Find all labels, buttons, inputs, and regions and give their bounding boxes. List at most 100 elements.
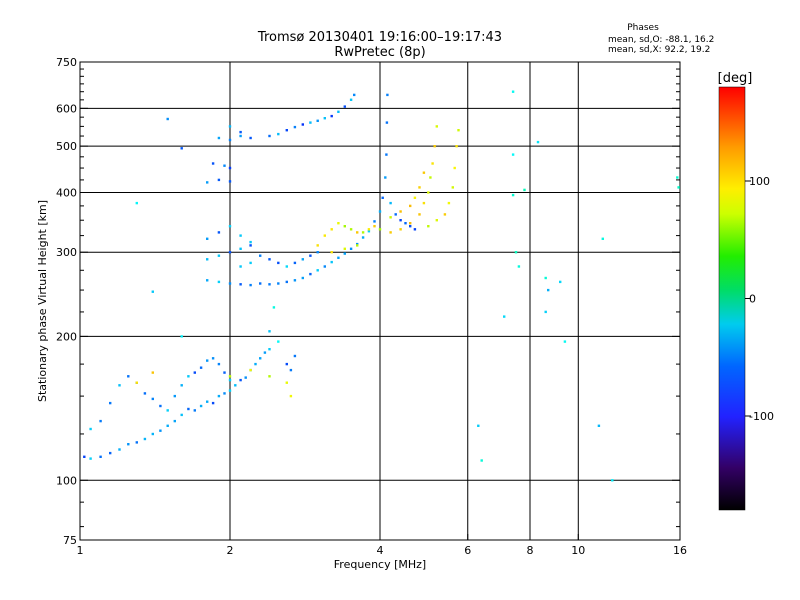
data-point xyxy=(228,378,232,382)
y-tick-label: 500 xyxy=(56,140,77,153)
data-point xyxy=(109,401,112,405)
data-point xyxy=(381,196,384,199)
data-point xyxy=(349,228,353,231)
data-point xyxy=(206,237,209,240)
data-point xyxy=(159,429,162,432)
data-point xyxy=(118,384,121,387)
data-point xyxy=(330,114,333,118)
data-point xyxy=(206,279,209,282)
data-point xyxy=(677,186,680,189)
data-point xyxy=(285,129,288,132)
data-point xyxy=(384,176,387,179)
data-point xyxy=(268,134,271,138)
data-point xyxy=(457,129,460,132)
data-point xyxy=(378,228,382,231)
data-point xyxy=(180,384,183,387)
data-point xyxy=(239,134,242,138)
data-point xyxy=(254,362,257,366)
data-point xyxy=(89,427,92,431)
y-tick-label: 100 xyxy=(56,474,77,487)
data-point xyxy=(228,180,232,183)
data-point xyxy=(249,283,252,287)
data-point xyxy=(143,437,147,441)
colorbar-ticks: 100 0 -100 xyxy=(745,175,774,423)
grid-lines xyxy=(80,62,680,540)
data-point xyxy=(277,261,280,265)
data-point xyxy=(289,368,293,372)
data-point xyxy=(180,413,183,417)
data-point xyxy=(223,392,226,395)
data-point xyxy=(601,237,604,240)
data-points xyxy=(83,90,680,482)
data-point xyxy=(409,225,412,228)
data-point xyxy=(409,204,412,208)
data-point xyxy=(249,368,252,372)
data-point xyxy=(559,280,562,284)
data-point xyxy=(217,231,221,234)
data-point xyxy=(455,145,458,148)
data-point xyxy=(223,164,226,167)
data-point xyxy=(547,288,550,292)
data-point xyxy=(343,252,346,255)
data-point xyxy=(228,225,232,228)
data-point xyxy=(514,251,518,254)
data-point xyxy=(180,147,183,150)
data-point xyxy=(272,306,276,309)
data-point xyxy=(135,381,138,384)
info-line-o: mean, sd,O: -88.1, 16.2 xyxy=(608,35,714,45)
data-point xyxy=(517,265,521,268)
x-tick-label: 2 xyxy=(227,544,234,557)
x-tick-label: 16 xyxy=(673,544,687,557)
data-point xyxy=(239,234,242,237)
data-point xyxy=(263,351,267,354)
data-point xyxy=(356,244,359,247)
data-point xyxy=(239,265,242,268)
data-point xyxy=(249,244,252,247)
data-point xyxy=(523,188,526,192)
data-point xyxy=(433,145,436,148)
x-tick-label: 4 xyxy=(377,544,384,557)
data-point xyxy=(385,153,388,156)
data-point xyxy=(563,340,567,343)
data-point xyxy=(323,265,326,268)
data-point xyxy=(427,191,430,194)
data-point xyxy=(418,186,421,189)
x-tick-label: 1 xyxy=(77,544,84,557)
y-tick-label: 400 xyxy=(56,186,77,199)
data-point xyxy=(323,234,326,237)
data-point xyxy=(435,219,438,222)
data-point xyxy=(234,384,237,387)
data-point xyxy=(404,222,407,225)
data-point xyxy=(206,359,209,362)
data-point xyxy=(135,201,138,205)
data-point xyxy=(511,193,515,197)
data-point xyxy=(285,381,288,384)
data-point xyxy=(389,231,392,234)
data-point xyxy=(211,162,215,165)
data-point xyxy=(187,407,190,411)
data-point xyxy=(480,459,483,462)
data-point xyxy=(187,375,190,378)
data-point xyxy=(443,213,447,216)
data-point xyxy=(217,254,221,257)
data-point xyxy=(597,424,601,427)
data-point xyxy=(349,98,353,101)
data-point xyxy=(228,251,232,254)
data-point xyxy=(217,394,221,398)
x-tick-label: 8 xyxy=(527,544,534,557)
data-point xyxy=(301,123,304,126)
data-point xyxy=(511,90,515,93)
data-point xyxy=(99,419,102,423)
data-point xyxy=(199,366,203,369)
data-point xyxy=(228,375,232,378)
data-point xyxy=(217,280,221,284)
data-point xyxy=(277,340,280,343)
data-point xyxy=(309,272,312,276)
data-point xyxy=(409,222,412,225)
data-point xyxy=(259,282,262,285)
data-point xyxy=(293,261,297,265)
data-point xyxy=(394,213,397,216)
data-point xyxy=(413,228,417,231)
data-point xyxy=(349,247,353,250)
